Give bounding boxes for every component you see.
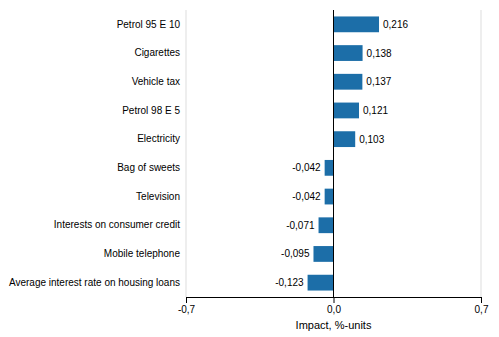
data-label: 0,121 bbox=[363, 105, 388, 116]
tick-mark bbox=[481, 297, 482, 303]
chart: -0,123 -0,095 -0,071 -0,042 -0,042 0,103 0,121… bbox=[0, 0, 499, 337]
tick-label: Electricity bbox=[137, 133, 180, 144]
bar bbox=[334, 131, 356, 147]
tick-label: Average interest rate on housing loans bbox=[9, 277, 180, 288]
tick-label: Interests on consumer credit bbox=[54, 219, 180, 230]
bar bbox=[313, 246, 333, 262]
bar bbox=[319, 217, 334, 233]
x-tick: 0,0 bbox=[327, 297, 341, 315]
y-tick: Electricity bbox=[137, 133, 180, 144]
zero-line bbox=[333, 10, 334, 297]
y-tick: Petrol 98 E 5 bbox=[122, 105, 180, 116]
y-tick: Mobile telephone bbox=[104, 248, 181, 259]
tick-mark bbox=[334, 297, 335, 303]
tick-label: 0,7 bbox=[475, 304, 489, 315]
y-tick: Vehicle tax bbox=[132, 76, 180, 87]
y-axis: Average interest rate on housing loans Mo… bbox=[9, 19, 180, 288]
bar bbox=[334, 45, 363, 61]
data-label: -0,095 bbox=[281, 248, 310, 259]
bar bbox=[325, 189, 334, 205]
data-labels: -0,123 -0,095 -0,071 -0,042 -0,042 0,103 0,121… bbox=[275, 19, 408, 288]
data-label: 0,216 bbox=[383, 19, 408, 30]
data-label: -0,071 bbox=[286, 220, 315, 231]
tick-label: Cigarettes bbox=[134, 47, 180, 58]
bar bbox=[334, 74, 363, 90]
data-label: -0,042 bbox=[292, 162, 321, 173]
bar bbox=[325, 160, 334, 176]
y-tick: Television bbox=[136, 191, 180, 202]
data-label: 0,138 bbox=[367, 48, 392, 59]
data-label: -0,042 bbox=[292, 191, 321, 202]
tick-label: Petrol 95 E 10 bbox=[117, 19, 181, 30]
tick-label: Television bbox=[136, 191, 180, 202]
tick-label: Mobile telephone bbox=[104, 248, 181, 259]
y-tick: Average interest rate on housing loans bbox=[9, 277, 180, 288]
data-label: -0,123 bbox=[275, 277, 304, 288]
bar bbox=[334, 16, 380, 32]
tick-label: -0,7 bbox=[178, 304, 196, 315]
grid-line bbox=[186, 10, 187, 297]
bar bbox=[334, 103, 359, 119]
grid bbox=[186, 10, 481, 297]
tick-label: Petrol 98 E 5 bbox=[122, 105, 180, 116]
x-tick: 0,7 bbox=[475, 297, 489, 315]
grid-line bbox=[481, 10, 482, 297]
axis-line bbox=[187, 298, 482, 304]
tick-mark bbox=[186, 297, 187, 303]
tick-label: 0,0 bbox=[327, 304, 341, 315]
y-tick: Petrol 95 E 10 bbox=[117, 19, 181, 30]
tick-label: Bag of sweets bbox=[117, 162, 180, 173]
data-label: 0,103 bbox=[359, 134, 384, 145]
x-axis-title: Impact, %-units bbox=[296, 319, 372, 331]
x-axis: -0,7 0,0 0,7 bbox=[178, 297, 489, 315]
y-tick: Bag of sweets bbox=[117, 162, 180, 173]
data-label: 0,137 bbox=[366, 76, 391, 87]
zero-line bbox=[333, 10, 334, 297]
y-tick: Cigarettes bbox=[134, 47, 180, 58]
plot: -0,123 -0,095 -0,071 -0,042 -0,042 0,103 0,121… bbox=[9, 10, 489, 315]
bar bbox=[308, 275, 334, 291]
tick-label: Vehicle tax bbox=[132, 76, 180, 87]
y-tick: Interests on consumer credit bbox=[54, 219, 180, 230]
x-tick: -0,7 bbox=[178, 297, 196, 315]
